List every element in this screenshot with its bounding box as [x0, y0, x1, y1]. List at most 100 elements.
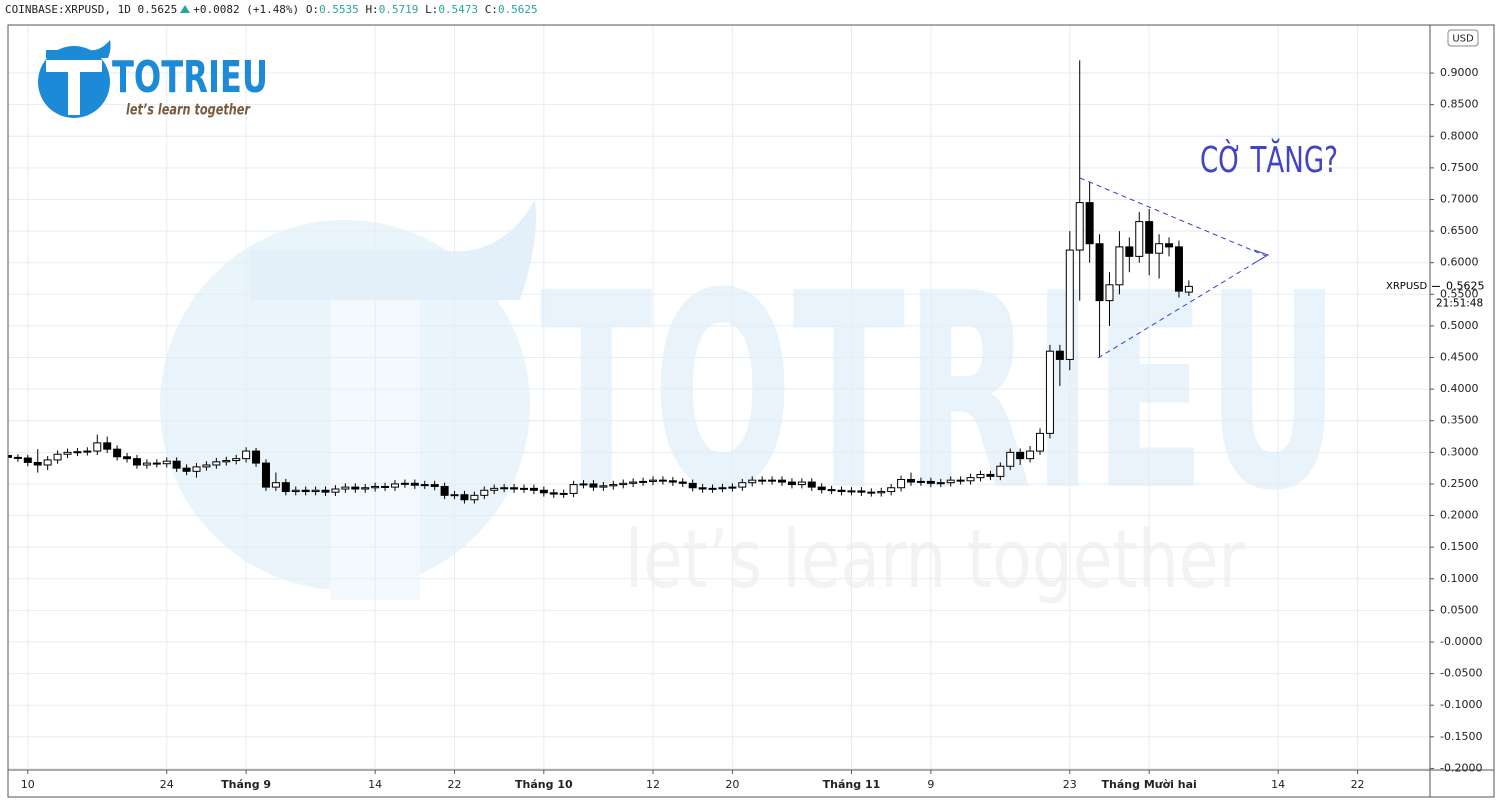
- candle-body: [648, 479, 657, 482]
- candle-body: [837, 489, 846, 493]
- candle-body: [53, 453, 62, 461]
- candle-body: [996, 465, 1005, 477]
- candle-body: [1184, 285, 1193, 293]
- logo: TOTRIEU let’s learn together: [38, 40, 268, 119]
- candle-body: [162, 460, 171, 465]
- candle-body: [103, 442, 112, 450]
- logo-mark: [68, 60, 80, 115]
- candle-body: [440, 485, 449, 496]
- candle-body: [579, 483, 588, 486]
- candle-body: [827, 489, 836, 492]
- candle-body: [926, 480, 935, 484]
- logo-mark: [46, 40, 111, 58]
- watermark-title: TOTRIEU: [540, 235, 1340, 550]
- candle-body: [678, 481, 687, 484]
- candle-body: [847, 490, 856, 493]
- candle-body: [1045, 350, 1054, 434]
- candle-body: [1036, 432, 1045, 452]
- candle-body: [113, 448, 122, 458]
- candle-body: [132, 458, 141, 466]
- candle-body: [857, 490, 866, 493]
- candle-body: [1135, 221, 1144, 257]
- x-tick-label: 22: [448, 778, 462, 791]
- candle-body: [668, 480, 677, 483]
- currency-button[interactable]: [1447, 29, 1479, 47]
- candle-body: [877, 491, 886, 494]
- candle-body: [83, 450, 92, 453]
- candle-body: [1165, 243, 1174, 248]
- watermark: TOTRIEU let’s learn together: [160, 200, 1340, 606]
- candle-body: [341, 486, 350, 490]
- y-tick-label: 0.1500: [1440, 540, 1479, 553]
- y-tick-label: 0.3000: [1440, 445, 1479, 458]
- x-tick-label: Tháng 9: [221, 778, 271, 791]
- ohlc-value: 0.5625: [497, 3, 538, 16]
- logo-slogan: let’s learn together: [126, 101, 251, 119]
- countdown: 21:51:48: [1436, 297, 1483, 309]
- y-tick-label: 0.7000: [1440, 192, 1479, 205]
- candle-body: [1026, 450, 1035, 460]
- candle-body: [242, 450, 251, 460]
- y-tick-label: 0.6000: [1440, 256, 1479, 269]
- candle-body: [172, 460, 181, 469]
- candle-body: [301, 489, 310, 493]
- candle-body: [559, 492, 568, 495]
- legend-header: COINBASE:XRPUSD, 1D 0.5625 +0.0082 (+1.48…: [5, 3, 538, 16]
- candle-body: [708, 487, 717, 490]
- annotation: CỜ TĂNG?: [1200, 138, 1338, 181]
- x-tick-label: 14: [368, 778, 382, 791]
- candle-body: [758, 479, 767, 482]
- candle-body: [529, 487, 538, 491]
- candle-body: [519, 487, 528, 490]
- candle-body: [698, 487, 707, 490]
- candle-body: [728, 486, 737, 489]
- candle-body: [43, 459, 52, 466]
- x-tick-label: 20: [725, 778, 739, 791]
- candle-body: [966, 477, 975, 482]
- currency-label[interactable]: USD: [1452, 34, 1474, 45]
- y-tick-label: 0.8000: [1440, 129, 1479, 142]
- candle-body: [73, 451, 82, 454]
- ohlc-label: C:: [484, 3, 498, 16]
- up-arrow-icon: [180, 5, 191, 13]
- candle-body: [589, 483, 598, 488]
- candle-body: [291, 489, 300, 493]
- grid: [8, 25, 1430, 770]
- candles: [8, 60, 1193, 504]
- triangle-drawing: [1079, 177, 1270, 359]
- y-tick-label: -0.1500: [1440, 730, 1482, 743]
- candle-body: [371, 485, 380, 489]
- candle-body: [778, 479, 787, 483]
- ohlc-value: 0.5473: [438, 3, 479, 16]
- watermark-slogan: let’s learn together: [625, 513, 1245, 606]
- candle-body: [946, 479, 955, 484]
- candle-body: [956, 479, 965, 482]
- candle-body: [480, 489, 489, 496]
- candle-body: [152, 462, 161, 465]
- candle-body: [1155, 243, 1164, 254]
- candle-body: [192, 466, 201, 472]
- candle-body: [202, 464, 211, 468]
- candle-body: [768, 479, 777, 482]
- candle-body: [916, 480, 925, 483]
- candle-body: [1016, 451, 1025, 460]
- candle-body: [1115, 246, 1124, 286]
- candle-body: [13, 456, 22, 459]
- x-tick-label: Tháng Mười hai: [1102, 778, 1197, 791]
- candle-body: [609, 484, 618, 487]
- candle-body: [23, 457, 32, 463]
- candle-body: [1145, 221, 1154, 254]
- candle-body: [142, 462, 151, 466]
- candle-body: [539, 489, 548, 494]
- y-tick-label: 0.0500: [1440, 603, 1479, 616]
- candle-body: [321, 489, 330, 493]
- logo-title: TOTRIEU: [112, 52, 268, 103]
- y-tick-label: -0.0500: [1440, 667, 1482, 680]
- candle-body: [1075, 202, 1084, 251]
- y-tick-label: 0.2500: [1440, 477, 1479, 490]
- candle-body: [222, 460, 231, 463]
- chart-frame: [7, 24, 1495, 798]
